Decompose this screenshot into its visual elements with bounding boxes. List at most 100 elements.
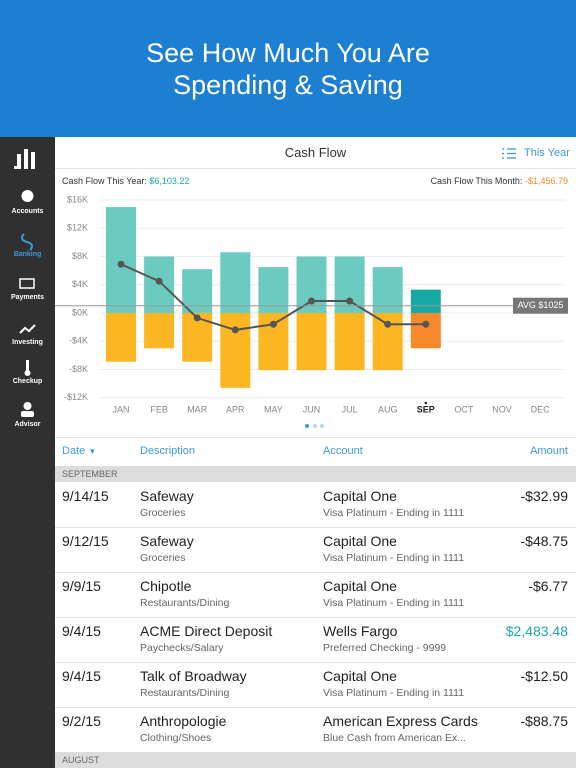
filter-icon[interactable] [501,147,517,160]
bar [144,256,175,313]
transaction-row[interactable]: 9/4/15 Talk of Broadway Restaurants/Dining… [55,662,576,708]
y-tick-label: $4K [72,279,88,289]
sidebar-icons [14,149,36,417]
category: Paychecks/Salary [140,642,224,654]
account-detail: Visa Platinum - Ending in 1111 [323,597,465,609]
date: 9/12/15 [62,533,109,549]
transaction-row[interactable]: 9/12/15 Safeway Groceries Capital One Visa P… [55,527,576,573]
average-badge [513,297,568,314]
average-label: AVG $1025 [518,300,564,310]
bar [296,312,327,371]
y-tick-label: $0K [72,307,88,317]
section-header: SEPTEMBER [55,466,576,482]
nav-item[interactable]: Payments [10,294,45,301]
nav-item[interactable]: Banking [13,251,42,258]
category: Restaurants/Dining [140,687,230,699]
point [231,326,239,334]
account-detail: Visa Platinum - Ending in 1111 [323,507,465,519]
column-header[interactable]: Account [323,445,363,457]
category: Groceries [140,507,186,519]
bar [334,256,365,313]
account-detail: Blue Cash from American Ex... [323,732,466,744]
x-tick-label: OCT [454,404,474,414]
account: Capital One [323,578,397,594]
nav-item[interactable]: Accounts [11,208,44,215]
bar [220,312,251,388]
nav-item[interactable]: Advisor [14,421,41,428]
transaction-row[interactable]: 9/2/15 Anthropologie Clothing/Shoes America… [55,707,576,753]
summary-label: Cash Flow This Month: [430,176,523,186]
column-header[interactable]: Description [140,445,196,457]
transaction-row[interactable]: 9/4/15 ACME Direct Deposit Paychecks/Salar… [55,617,576,663]
date: 9/4/15 [62,668,101,684]
point [155,277,163,285]
point [117,260,125,268]
bar [106,207,136,313]
y-tick-label: -$4K [69,336,88,346]
column-header[interactable]: Date ▼ [62,445,97,457]
point [346,297,354,305]
point [193,314,201,322]
account: Wells Fargo [323,623,398,639]
date: 9/4/15 [62,623,101,639]
x-tick-label: MAY [264,404,283,414]
x-tick-label: FEB [150,404,168,414]
summary-value: $6,103.22 [149,176,190,186]
column-header[interactable]: Amount [530,445,568,457]
account-detail: Visa Platinum - Ending in 1111 [323,687,465,699]
current-marker [424,401,428,405]
nav-item[interactable]: Investing [12,339,43,346]
description: Talk of Broadway [140,668,247,684]
summary-label: Cash Flow This Year: [62,176,147,186]
account: Capital One [323,668,397,684]
date: 9/2/15 [62,713,101,729]
x-tick-label: APR [226,404,245,414]
account: Capital One [323,533,397,549]
date: 9/9/15 [62,578,101,594]
bar [296,256,327,313]
category: Groceries [140,552,186,564]
nav-item[interactable]: Checkup [12,378,43,385]
cash-flow-chart: $16K $12K $8K $4K $0K -$4K -$8K -$12K JAN FEB MAR A… [55,194,568,428]
column-title[interactable]: Date [62,445,86,457]
bar [220,252,251,313]
pager [305,424,324,428]
x-tick-label: DEC [531,404,551,414]
point [422,320,430,328]
amount: $2,483.48 [505,623,568,639]
amount: -$6.77 [528,578,568,594]
x-tick-label: JUL [342,404,358,414]
divider [55,437,576,438]
sidebar: Accounts Banking Payments Investing Chec… [0,137,55,768]
amount: -$12.50 [520,668,568,684]
account-detail: Preferred Checking - 9999 [323,642,447,654]
month-summary: Cash Flow This Month: -$1,456.79 [431,176,568,186]
year-summary: Cash Flow This Year: $6,103.22 [62,176,189,186]
x-tick-label: SEP [417,404,435,414]
description: Chipotle [140,578,192,594]
date: 9/14/15 [62,488,109,504]
amount: -$48.75 [520,533,568,549]
y-tick-label: $12K [67,223,88,233]
banner-title: See How Much You Are [146,38,430,68]
description: Safeway [140,488,194,504]
x-tick-label: AUG [378,404,398,414]
account: Capital One [323,488,397,504]
point [384,320,392,328]
account: American Express Cards [323,713,478,729]
x-tick-label: NOV [492,404,512,414]
x-tick-label: MAR [187,404,208,414]
bar [144,312,175,349]
panel-title: Cash Flow [284,145,347,160]
bar [410,312,441,349]
account-detail: Visa Platinum - Ending in 1111 [323,552,465,564]
x-tick-label: JUN [303,404,321,414]
transaction-row[interactable]: 9/9/15 Chipotle Restaurants/Dining Capital … [55,572,576,618]
summary-value: -$1,456.79 [524,176,568,186]
filter-button[interactable]: This Year [524,147,570,159]
point [308,297,315,305]
transaction-row[interactable]: 9/14/15 Safeway Groceries Capital One Visa P… [55,482,576,528]
banner-title: Spending & Saving [173,70,403,100]
banner: See How Much You Are Spending & Saving [0,0,576,137]
y-tick-label: -$12K [64,392,88,402]
